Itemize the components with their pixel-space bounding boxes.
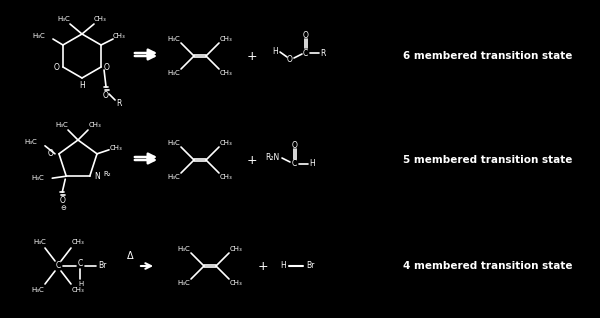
- Text: C: C: [77, 259, 83, 268]
- Text: H₃C: H₃C: [31, 175, 44, 181]
- Text: O: O: [59, 196, 65, 205]
- Text: CH₃: CH₃: [71, 287, 85, 293]
- Text: H: H: [272, 46, 278, 56]
- Text: Br: Br: [306, 261, 314, 271]
- Text: ⊖: ⊖: [61, 205, 66, 211]
- Text: CH₃: CH₃: [110, 145, 122, 151]
- Text: H₃C: H₃C: [167, 70, 181, 76]
- Text: +: +: [257, 259, 268, 273]
- Text: R₂: R₂: [103, 171, 110, 177]
- Text: H₃C: H₃C: [167, 174, 181, 180]
- Text: CH₃: CH₃: [220, 36, 232, 42]
- Text: CH₃: CH₃: [230, 280, 242, 286]
- Text: CH₃: CH₃: [220, 174, 232, 180]
- Text: CH₃: CH₃: [94, 16, 106, 22]
- Text: Δ: Δ: [127, 251, 133, 261]
- Text: 4 membered transition state: 4 membered transition state: [403, 261, 573, 271]
- Text: H₃C: H₃C: [34, 239, 46, 245]
- Text: H₃C: H₃C: [24, 139, 37, 145]
- Text: CH₃: CH₃: [220, 140, 232, 146]
- Text: 5 membered transition state: 5 membered transition state: [403, 155, 572, 165]
- Text: O: O: [54, 63, 60, 72]
- Text: O: O: [287, 54, 293, 64]
- Text: R: R: [320, 49, 326, 58]
- Text: H₃C: H₃C: [58, 16, 70, 22]
- Text: C: C: [292, 160, 296, 169]
- Text: O: O: [303, 31, 309, 39]
- Text: H₃C: H₃C: [167, 36, 181, 42]
- Text: N: N: [94, 172, 100, 181]
- Text: O: O: [48, 149, 54, 158]
- Text: C: C: [55, 261, 61, 271]
- Text: R: R: [116, 99, 122, 107]
- Text: 6 membered transition state: 6 membered transition state: [403, 51, 572, 61]
- Text: R₂N: R₂N: [265, 153, 279, 162]
- Text: O: O: [103, 91, 109, 100]
- Text: H: H: [309, 160, 315, 169]
- Text: +: +: [247, 154, 257, 167]
- Text: H: H: [79, 81, 85, 91]
- Text: H₃C: H₃C: [178, 280, 190, 286]
- Text: CH₃: CH₃: [230, 246, 242, 252]
- Text: C: C: [302, 49, 308, 58]
- Text: O: O: [292, 141, 298, 149]
- Text: CH₃: CH₃: [113, 33, 125, 39]
- Text: CH₃: CH₃: [89, 122, 101, 128]
- Text: H: H: [79, 281, 83, 287]
- Text: CH₃: CH₃: [220, 70, 232, 76]
- Text: Br: Br: [98, 261, 106, 271]
- Text: H₃C: H₃C: [178, 246, 190, 252]
- Text: H₃C: H₃C: [32, 287, 44, 293]
- Text: CH₃: CH₃: [71, 239, 85, 245]
- Text: H₃C: H₃C: [167, 140, 181, 146]
- Text: H: H: [280, 261, 286, 271]
- Text: +: +: [247, 50, 257, 63]
- Text: O: O: [104, 63, 110, 72]
- Text: H₃C: H₃C: [32, 33, 45, 39]
- Text: H₃C: H₃C: [56, 122, 68, 128]
